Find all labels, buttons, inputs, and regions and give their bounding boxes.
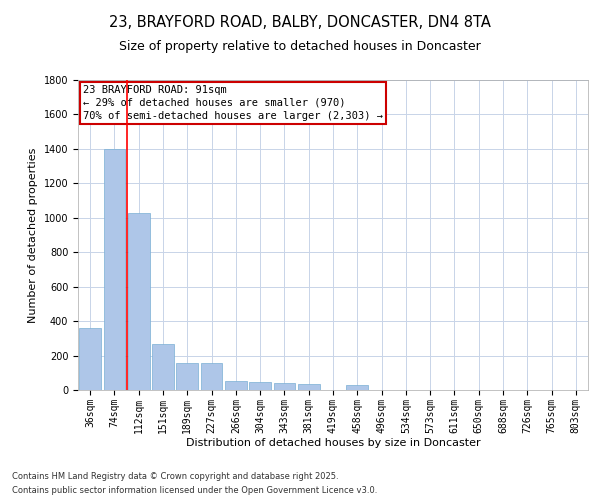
Text: 23 BRAYFORD ROAD: 91sqm
← 29% of detached houses are smaller (970)
70% of semi-d: 23 BRAYFORD ROAD: 91sqm ← 29% of detache… xyxy=(83,84,383,121)
Bar xyxy=(249,382,271,390)
Bar xyxy=(152,344,174,390)
Bar xyxy=(104,149,125,390)
Text: 23, BRAYFORD ROAD, BALBY, DONCASTER, DN4 8TA: 23, BRAYFORD ROAD, BALBY, DONCASTER, DN4… xyxy=(109,15,491,30)
Bar xyxy=(298,384,320,390)
Bar xyxy=(274,383,295,390)
Bar xyxy=(225,380,247,390)
Text: Contains public sector information licensed under the Open Government Licence v3: Contains public sector information licen… xyxy=(12,486,377,495)
X-axis label: Distribution of detached houses by size in Doncaster: Distribution of detached houses by size … xyxy=(185,438,481,448)
Text: Contains HM Land Registry data © Crown copyright and database right 2025.: Contains HM Land Registry data © Crown c… xyxy=(12,472,338,481)
Bar xyxy=(128,212,149,390)
Text: Size of property relative to detached houses in Doncaster: Size of property relative to detached ho… xyxy=(119,40,481,53)
Bar xyxy=(79,328,101,390)
Y-axis label: Number of detached properties: Number of detached properties xyxy=(28,148,38,322)
Bar xyxy=(176,364,198,390)
Bar xyxy=(200,364,223,390)
Bar xyxy=(346,385,368,390)
